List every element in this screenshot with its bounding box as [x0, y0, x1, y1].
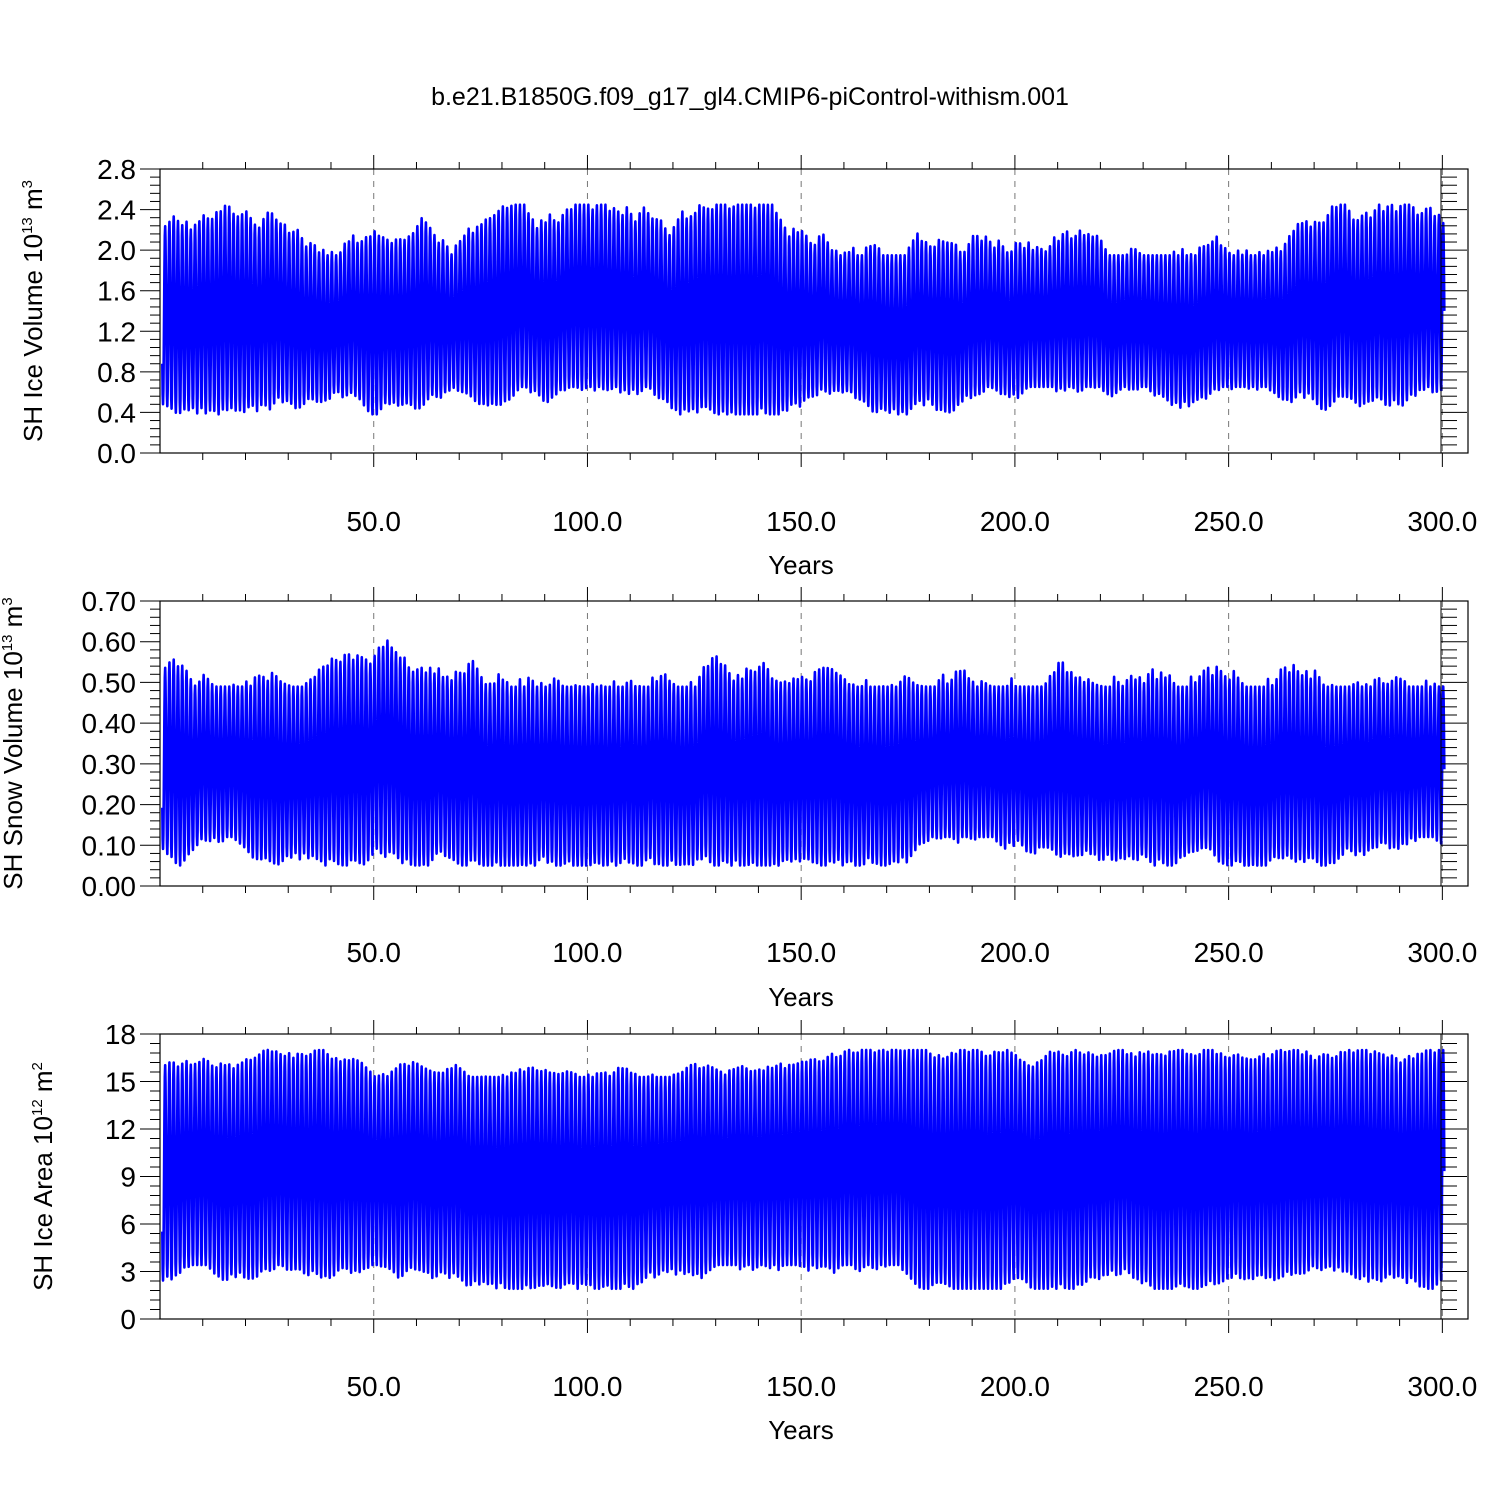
y-tick-label: 3 — [120, 1257, 136, 1288]
y-axis-label-part: m — [28, 1070, 58, 1099]
y-axis-label-part: m — [18, 188, 48, 217]
y-tick-label: 0 — [120, 1304, 136, 1335]
figure-title: b.e21.B1850G.f09_g17_gl4.CMIP6-piControl… — [431, 83, 1069, 111]
x-axis-label: Years — [768, 550, 834, 580]
x-tick-label: 150.0 — [766, 1371, 836, 1402]
x-tick-label: 250.0 — [1194, 937, 1264, 968]
y-tick-label: 2.0 — [97, 235, 136, 266]
y-axis-label-part: m — [0, 606, 28, 635]
panel-sh-ice-volume: 50.0 100.0 150.0 200.0 250.0 300.0 0.0 0.4 0.8 1.… — [18, 154, 1477, 580]
panel-sh-snow-volume: 50.0 100.0 150.0 200.0 250.0 300.0 0.00 0.10 0.2… — [0, 586, 1477, 1012]
plot-frame — [159, 600, 1469, 887]
y-axis-label-part: 3 — [0, 597, 16, 605]
x-axis-label: Years — [768, 1415, 834, 1445]
y-tick-label: 0.30 — [82, 749, 137, 780]
y-axis-label-part: 3 — [19, 180, 36, 188]
y-axis-label-part: 13 — [0, 635, 16, 652]
x-tick-label: 100.0 — [552, 506, 622, 537]
x-tick-label: 250.0 — [1194, 506, 1264, 537]
series-line-sh-ice-volume — [161, 203, 1446, 416]
panel-sh-ice-area: 50.0 100.0 150.0 200.0 250.0 300.0 0 3 6 9 12 15 18 Y… — [28, 1019, 1477, 1445]
y-tick-label: 0.8 — [97, 357, 136, 388]
x-tick-label: 300.0 — [1407, 937, 1477, 968]
y-tick-label: 0.60 — [82, 627, 137, 658]
x-tick-label: 250.0 — [1194, 1371, 1264, 1402]
y-tick-label: 0.50 — [82, 667, 137, 698]
plot-frame — [159, 168, 1469, 454]
y-tick-label: 18 — [105, 1019, 136, 1050]
y-tick-label: 0.40 — [82, 708, 137, 739]
x-tick-label: 50.0 — [346, 937, 401, 968]
y-axis-label-part: 13 — [19, 217, 36, 234]
x-tick-label: 50.0 — [346, 506, 401, 537]
y-axis-label: SH Ice Volume 1013 m3 — [18, 180, 48, 442]
x-tick-label: 200.0 — [980, 1371, 1050, 1402]
y-axis-label-part: SH Ice Volume 10 — [18, 234, 48, 442]
y-axis-label: SH Ice Area 1012 m2 — [28, 1062, 58, 1291]
y-tick-label: 0.10 — [82, 830, 137, 861]
y-axis-label-part: SH Ice Area 10 — [28, 1116, 58, 1291]
x-tick-label: 100.0 — [552, 1371, 622, 1402]
y-tick-label: 9 — [120, 1162, 136, 1193]
y-tick-label: 0.20 — [82, 790, 137, 821]
x-tick-label: 150.0 — [766, 937, 836, 968]
series-line-sh-snow-volume — [161, 639, 1446, 867]
x-tick-label: 300.0 — [1407, 1371, 1477, 1402]
series-line-sh-ice-area — [161, 1048, 1446, 1291]
y-axis-label-part: 2 — [29, 1062, 46, 1070]
x-tick-label: 100.0 — [552, 937, 622, 968]
y-tick-label: 15 — [105, 1067, 136, 1098]
x-axis-label: Years — [768, 982, 834, 1012]
x-tick-label: 200.0 — [980, 506, 1050, 537]
x-tick-label: 50.0 — [346, 1371, 401, 1402]
y-tick-label: 0.00 — [82, 871, 137, 902]
x-tick-label: 150.0 — [766, 506, 836, 537]
y-axis-label: SH Snow Volume 1013 m3 — [0, 597, 28, 889]
y-axis-label-part: SH Snow Volume 10 — [0, 651, 28, 889]
y-tick-label: 0.0 — [97, 438, 136, 469]
y-tick-label: 1.6 — [97, 276, 136, 307]
x-tick-label: 200.0 — [980, 937, 1050, 968]
y-axis-label-part: 12 — [29, 1099, 46, 1116]
y-tick-label: 12 — [105, 1114, 136, 1145]
y-tick-label: 6 — [120, 1209, 136, 1240]
x-tick-label: 300.0 — [1407, 506, 1477, 537]
y-tick-label: 2.4 — [97, 195, 136, 226]
y-tick-label: 1.2 — [97, 316, 136, 347]
y-tick-label: 2.8 — [97, 154, 136, 185]
y-tick-label: 0.70 — [82, 586, 137, 617]
y-tick-label: 0.4 — [97, 397, 136, 428]
